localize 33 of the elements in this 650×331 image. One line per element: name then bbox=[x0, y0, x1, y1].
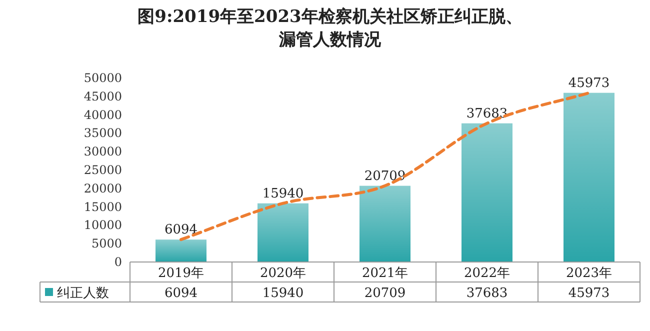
chart-title: 图9:2019年至2023年检察机关社区矫正纠正脱、漏管人数情况 bbox=[138, 7, 522, 50]
bar bbox=[156, 240, 206, 262]
bar bbox=[360, 186, 410, 262]
x-tick-label: 2021年 bbox=[362, 266, 408, 281]
data-label: 6094 bbox=[164, 286, 198, 301]
y-tick-label: 45000 bbox=[84, 89, 122, 104]
bar bbox=[564, 92, 614, 262]
y-tick-label: 40000 bbox=[84, 108, 122, 122]
y-tick-label: 15000 bbox=[84, 200, 122, 214]
data-label: 20709 bbox=[364, 168, 406, 184]
y-tick-label: 0 bbox=[114, 255, 122, 269]
x-tick-label: 2023年 bbox=[566, 266, 612, 281]
y-tick-label: 20000 bbox=[84, 181, 122, 196]
data-label: 15940 bbox=[262, 286, 304, 301]
bar bbox=[462, 123, 512, 262]
data-label: 37683 bbox=[466, 106, 508, 122]
data-label: 15940 bbox=[262, 186, 304, 202]
data-label: 20709 bbox=[364, 286, 406, 301]
y-tick-label: 50000 bbox=[84, 71, 122, 85]
data-label: 45973 bbox=[568, 76, 610, 91]
y-tick-label: 35000 bbox=[84, 126, 122, 140]
data-label: 6094 bbox=[164, 222, 198, 238]
data-label: 45973 bbox=[568, 286, 610, 301]
y-tick-label: 5000 bbox=[91, 236, 122, 251]
data-label: 37683 bbox=[466, 286, 508, 301]
x-tick-label: 2022年 bbox=[464, 266, 510, 281]
y-tick-label: 25000 bbox=[84, 163, 122, 177]
y-tick-label: 30000 bbox=[84, 144, 122, 159]
legend-label: 纠正人数 bbox=[57, 286, 109, 301]
bar bbox=[258, 203, 308, 262]
y-tick-label: 10000 bbox=[84, 218, 122, 232]
x-tick-label: 2019年 bbox=[158, 266, 204, 281]
x-tick-label: 2020年 bbox=[260, 266, 306, 281]
